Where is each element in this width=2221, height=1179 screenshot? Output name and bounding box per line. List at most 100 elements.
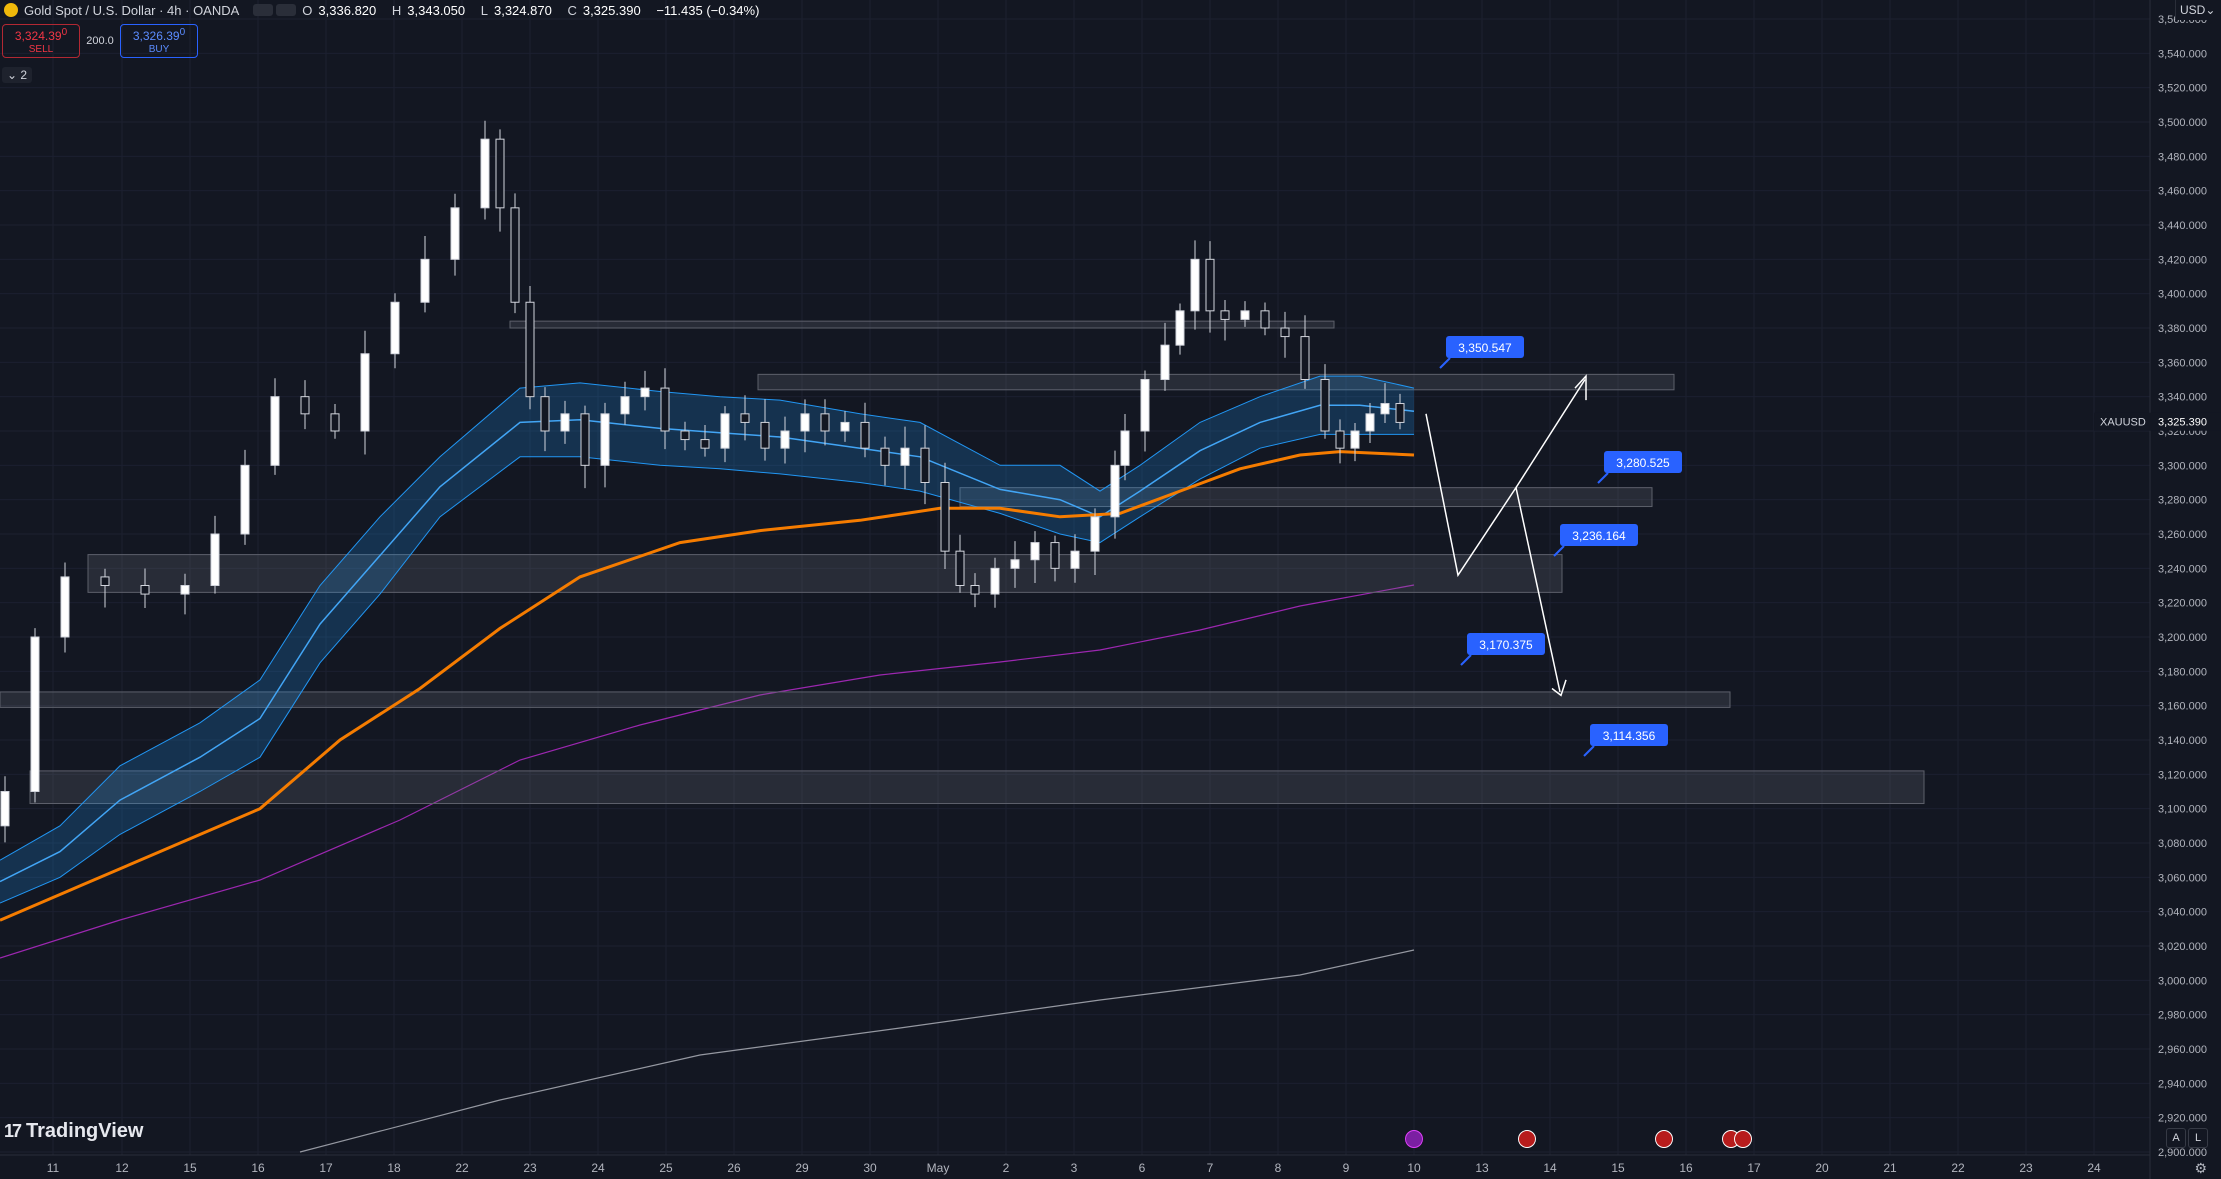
price-level-label[interactable]: 3,114.356	[1583, 724, 1668, 757]
settings-icon[interactable]: ⚙	[2194, 1160, 2207, 1176]
price-tick-label: 3,040.000	[2158, 907, 2207, 919]
time-tick-label: 23	[2019, 1161, 2033, 1175]
time-tick-label: 7	[1207, 1161, 1214, 1175]
current-price-bg	[2150, 412, 2221, 431]
time-tick-label: 17	[1747, 1161, 1761, 1175]
candle-up	[210, 533, 220, 586]
ema-band-fill	[0, 376, 1414, 904]
ohlc-readout: O 3,336.820 H 3,343.050 L 3,324.870 C 3,325.…	[302, 2, 760, 18]
candle-up	[1110, 464, 1120, 518]
price-level-pointer	[1553, 545, 1565, 557]
price-level-label[interactable]: 3,280.525	[1597, 451, 1682, 484]
auto-scale-button[interactable]: A	[2166, 1128, 2186, 1148]
event-flash-icon[interactable]	[1405, 1130, 1423, 1148]
candle-down	[940, 482, 950, 552]
candle-down	[1320, 379, 1330, 432]
currency-selector[interactable]: USD ⌄	[2175, 0, 2219, 20]
time-tick-label: 23	[523, 1161, 537, 1175]
candle-down	[1335, 430, 1345, 449]
price-tick-label: 2,980.000	[2158, 1010, 2207, 1022]
candle-up	[1010, 559, 1020, 569]
symbol-header: Gold Spot / U.S. Dollar · 4h · OANDA O 3,…	[0, 0, 765, 20]
current-price-label: 3,325.390	[2158, 417, 2207, 429]
price-level-badge[interactable]	[1604, 451, 1682, 473]
price-tick-label: 3,540.000	[2158, 48, 2207, 60]
price-tick-label: 3,160.000	[2158, 701, 2207, 713]
price-tick-label: 3,020.000	[2158, 941, 2207, 953]
candle-down	[1395, 403, 1405, 423]
candle-down	[1205, 258, 1215, 312]
symbol-tag: XAUUSD	[2100, 417, 2146, 429]
candle-up	[1090, 516, 1100, 552]
candle-down	[525, 301, 535, 398]
price-level-badge[interactable]	[1446, 336, 1524, 358]
flag-icon[interactable]	[276, 4, 297, 16]
price-tick-label: 3,500.000	[2158, 117, 2207, 129]
indicators-toggle[interactable]: ⌄ 2	[2, 67, 33, 83]
price-level-badge[interactable]	[1467, 633, 1545, 655]
price-level-pointer	[1597, 472, 1609, 484]
candle-up	[900, 447, 910, 466]
candle-up	[990, 567, 1000, 595]
candle-down	[970, 585, 980, 595]
time-tick-label: 20	[1815, 1161, 1829, 1175]
candle-down	[700, 439, 710, 449]
time-tick-label: 12	[115, 1161, 129, 1175]
candle-up	[780, 430, 790, 449]
price-tick-label: 3,120.000	[2158, 769, 2207, 781]
time-tick-label: 25	[659, 1161, 673, 1175]
price-level-pointer	[1460, 654, 1472, 666]
log-scale-button[interactable]: L	[2188, 1128, 2208, 1148]
price-level-text: 3,170.375	[1479, 638, 1533, 652]
price-level-badge[interactable]	[1560, 524, 1638, 546]
price-tick-label: 3,280.000	[2158, 495, 2207, 507]
candle-up	[30, 636, 40, 792]
legend-controls[interactable]	[253, 4, 297, 16]
price-tick-label: 3,220.000	[2158, 598, 2207, 610]
price-level-text: 3,114.356	[1603, 729, 1656, 743]
price-tick-label: 3,100.000	[2158, 804, 2207, 816]
candle-up	[390, 301, 400, 355]
time-tick-label: 22	[455, 1161, 469, 1175]
visibility-icon[interactable]	[253, 4, 274, 16]
symbol-title[interactable]: Gold Spot / U.S. Dollar · 4h · OANDA	[24, 2, 240, 18]
candle-down	[920, 447, 930, 483]
price-level-text: 3,236.164	[1572, 529, 1626, 543]
event-us-flag-icon[interactable]	[1734, 1130, 1752, 1148]
price-level-badge[interactable]	[1590, 724, 1668, 746]
time-tick-label: 9	[1343, 1161, 1350, 1175]
spread-value: 200.0	[86, 35, 114, 47]
candle-down	[330, 413, 340, 432]
price-level-label[interactable]: 3,350.547	[1439, 336, 1524, 369]
time-tick-label: May	[927, 1161, 950, 1175]
price-axis	[2150, 0, 2221, 1179]
sell-button[interactable]: 3,324.390 SELL	[2, 24, 80, 58]
pivot-zone	[959, 487, 1653, 508]
open-value: 3,336.820	[318, 2, 377, 18]
candle-up	[420, 258, 430, 303]
time-tick-label: 11	[47, 1161, 60, 1175]
price-level-label[interactable]: 3,170.375	[1460, 633, 1545, 666]
price-tick-label: 2,900.000	[2158, 1147, 2207, 1159]
price-tick-label: 2,940.000	[2158, 1078, 2207, 1090]
price-tick-label: 3,200.000	[2158, 632, 2207, 644]
buy-button[interactable]: 3,326.390 BUY	[120, 24, 198, 58]
price-level-label[interactable]: 3,236.164	[1553, 524, 1638, 557]
ema-orange-line	[0, 450, 1415, 922]
candle-up	[450, 207, 460, 260]
time-tick-label: 26	[727, 1161, 741, 1175]
price-tick-label: 2,920.000	[2158, 1113, 2207, 1125]
candle-down	[300, 396, 310, 415]
event-us-flag-icon[interactable]	[1655, 1130, 1673, 1148]
price-tick-label: 3,460.000	[2158, 186, 2207, 198]
price-tick-label: 3,140.000	[2158, 735, 2207, 747]
candle-down	[740, 413, 750, 423]
candle-down	[495, 138, 505, 209]
time-tick-label: 24	[591, 1161, 605, 1175]
tradingview-logo[interactable]: 17 TradingView	[4, 1120, 144, 1142]
price-tick-label: 3,480.000	[2158, 151, 2207, 163]
event-us-flag-icon[interactable]	[1518, 1130, 1536, 1148]
price-tick-label: 3,520.000	[2158, 83, 2207, 95]
